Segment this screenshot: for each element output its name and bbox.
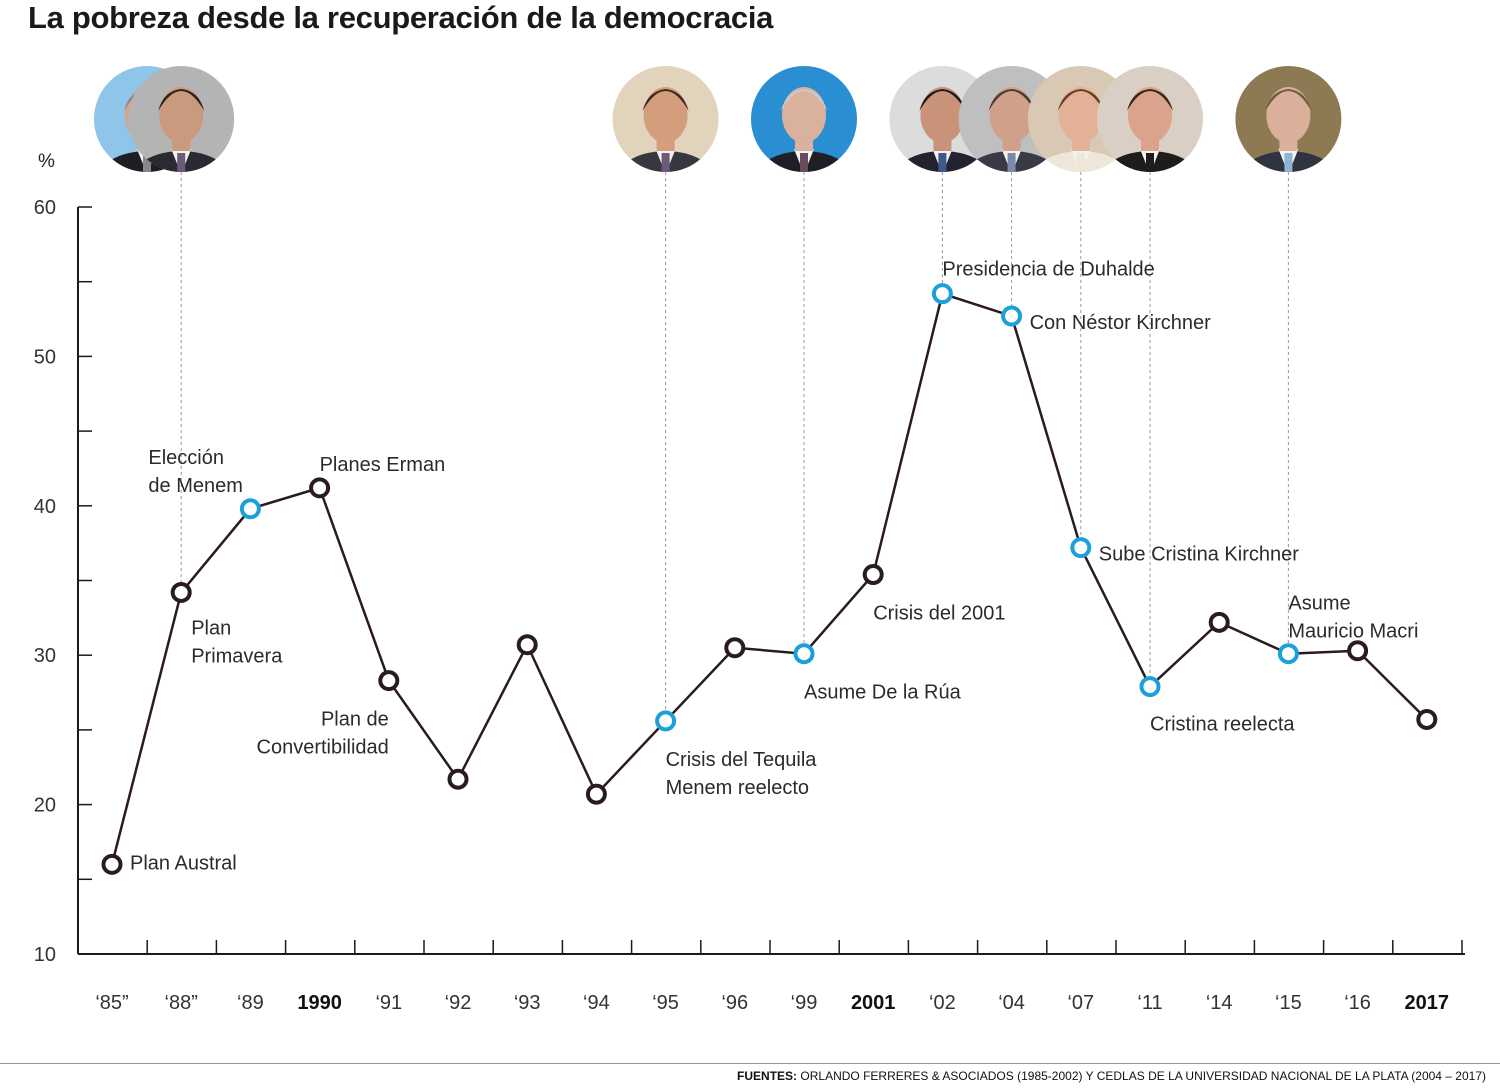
annotation-label: Menem reelecto [666,777,809,799]
x-tick-label: ‘88” [165,992,198,1014]
y-tick-label: 10 [34,944,56,966]
data-point [585,783,607,805]
x-tick-label: ‘99 [791,992,818,1014]
highlight-data-point [931,283,953,305]
x-tick-label: ‘16 [1344,992,1371,1014]
data-point [1347,640,1369,662]
data-point [862,564,884,586]
source-label: FUENTES: [737,1069,798,1083]
highlight-data-point [1070,537,1092,559]
y-tick-label: 50 [34,346,56,368]
highlight-data-point [1139,676,1161,698]
x-tick-label: ‘15 [1275,992,1302,1014]
axes: 10 20 30 40 50 60 ‘85” ‘88” ‘89 1990 ‘91 ‘92 ‘93 ‘94 ‘… [34,197,1465,1014]
macri-portrait [1235,66,1342,172]
poverty-series-line [110,292,1428,865]
annotation-label: Plan de [321,709,389,731]
annotation-label: Plan Austral [130,852,237,874]
x-tick-label: ‘11 [1137,992,1162,1014]
source-text: ORLANDO FERRERES & ASOCIADOS (1985-2002)… [800,1069,1486,1083]
source-note: FUENTES: ORLANDO FERRERES & ASOCIADOS (1… [737,1069,1486,1083]
annotation-label: Elección [148,447,224,469]
highlight-data-point [1001,305,1023,327]
de-la-rua-portrait [751,66,857,172]
x-tick-label: ‘92 [445,992,472,1014]
data-point [1416,708,1438,730]
y-tick-label: 40 [34,496,56,518]
x-tick-label: ‘85” [95,992,128,1014]
x-tick-label: ‘14 [1206,992,1233,1014]
x-tick-label: ‘02 [929,992,956,1014]
annotation-label: Con Néstor Kirchner [1030,312,1212,334]
data-point [447,768,469,790]
data-point [101,853,123,875]
y-tick-label: 60 [34,197,56,219]
annotation-label: Sube Cristina Kirchner [1099,544,1299,566]
annotation-label: Presidencia de Duhalde [942,259,1154,281]
annotation-label: Asume De la Rúa [804,682,962,704]
footer-divider [0,1063,1500,1064]
data-point [1208,611,1230,633]
annotation-label: Crisis del Tequila [666,749,818,771]
annotation-label: Cristina reelecta [1150,714,1295,736]
x-tick-label: ‘07 [1067,992,1094,1014]
x-tick-label: ‘93 [514,992,541,1014]
data-point [170,581,192,603]
menem-portrait-1995 [612,66,719,172]
highlight-data-point [793,643,815,665]
highlight-data-point [239,498,261,520]
annotation-label: Mauricio Macri [1288,621,1418,643]
y-axis-unit-label: % [38,151,55,172]
x-tick-label: 1990 [297,992,342,1014]
data-point [516,634,538,656]
x-tick-label: ‘91 [375,992,402,1014]
annotation-label: Convertibilidad [257,737,389,759]
x-tick-label: 2001 [851,992,896,1014]
x-tick-label: 2017 [1405,992,1450,1014]
annotations: Plan Austral Plan Primavera Elección de Mene… [130,259,1418,875]
x-tick-label: ‘95 [652,992,679,1014]
menem-portrait-1989 [128,66,235,172]
y-tick-label: 20 [34,795,56,817]
data-point [724,637,746,659]
annotation-label: de Menem [148,475,243,497]
y-tick-label: 30 [34,645,56,667]
data-point [309,477,331,499]
x-tick-label: ‘96 [721,992,748,1014]
highlight-data-point [655,710,677,732]
data-points [101,283,1438,875]
page-title: La pobreza desde la recuperación de la d… [28,0,774,35]
cristina-kirchner-portrait-2011 [1097,66,1203,172]
annotation-label: Primavera [191,645,283,667]
x-tick-label: ‘94 [583,992,610,1014]
data-point [378,670,400,692]
x-tick-label: ‘04 [998,992,1025,1014]
annotation-label: Asume [1288,593,1350,615]
annotation-label: Crisis del 2001 [873,603,1005,625]
annotation-label: Planes Erman [320,454,446,476]
poverty-line-chart: 10 20 30 40 50 60 ‘85” ‘88” ‘89 1990 ‘91 ‘92 ‘93 ‘94 ‘… [34,66,1465,1014]
highlight-data-point [1277,643,1299,665]
portraits [94,66,1342,721]
x-tick-label: ‘89 [237,992,264,1014]
annotation-label: Plan [191,617,231,639]
